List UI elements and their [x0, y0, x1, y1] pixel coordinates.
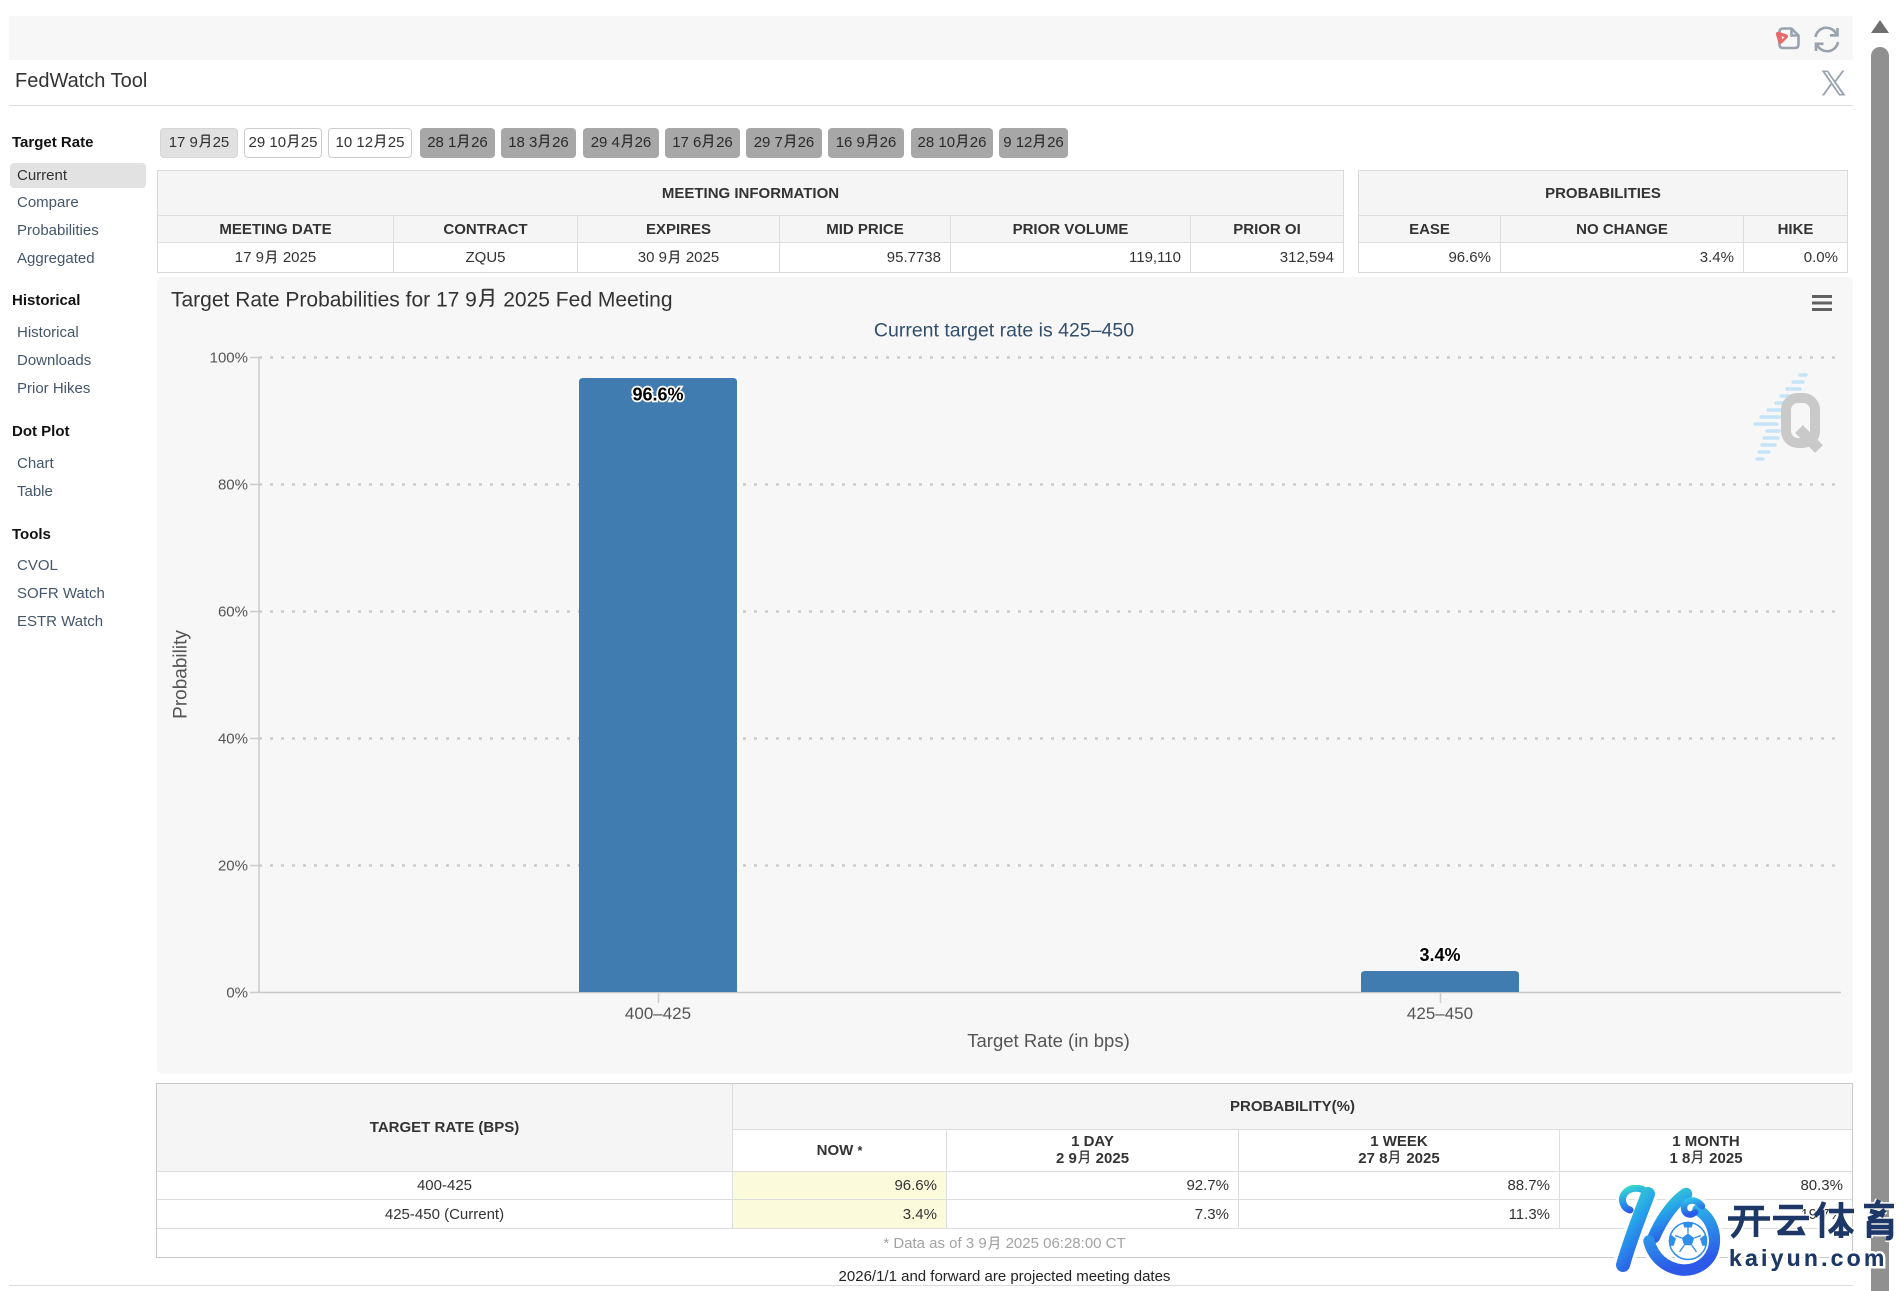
svg-text:20%: 20% [218, 858, 248, 875]
svg-text:96.6%: 96.6% [632, 385, 683, 405]
svg-text:kaiyun.com: kaiyun.com [1729, 1245, 1888, 1271]
svg-text:425–450: 425–450 [1407, 1004, 1473, 1023]
svg-text:40%: 40% [218, 731, 248, 748]
svg-text:400–425: 400–425 [625, 1004, 691, 1023]
svg-text:100%: 100% [210, 350, 248, 367]
svg-text:60%: 60% [218, 604, 248, 621]
svg-text:Target Rate (in bps): Target Rate (in bps) [967, 1030, 1129, 1051]
svg-text:kaiyun.com: kaiyun.com [1729, 1245, 1888, 1271]
svg-text:0%: 0% [226, 985, 248, 1002]
svg-text:80%: 80% [218, 477, 248, 494]
svg-text:Probability: Probability [171, 630, 192, 719]
svg-text:3.4%: 3.4% [1419, 945, 1460, 965]
svg-text:Current target rate is 425–450: Current target rate is 425–450 [874, 320, 1134, 342]
